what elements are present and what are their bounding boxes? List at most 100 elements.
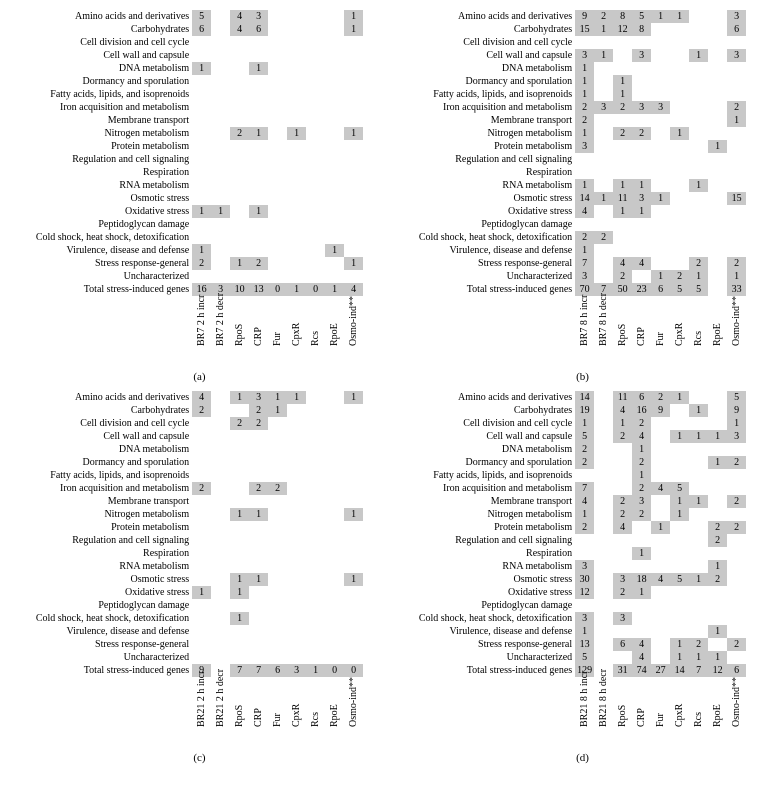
cell: 1 bbox=[249, 127, 268, 140]
column-label: CRP bbox=[249, 677, 268, 750]
cell bbox=[632, 231, 651, 244]
cell: 2 bbox=[230, 417, 249, 430]
cell: 2 bbox=[575, 231, 594, 244]
cell bbox=[287, 192, 306, 205]
cell: 3 bbox=[613, 573, 632, 586]
cell bbox=[268, 534, 287, 547]
cell bbox=[211, 586, 230, 599]
cell: 1 bbox=[344, 508, 363, 521]
row-label: Respiration bbox=[419, 547, 575, 560]
cell bbox=[306, 49, 325, 62]
cell bbox=[192, 521, 211, 534]
cell bbox=[306, 560, 325, 573]
cell bbox=[268, 231, 287, 244]
heatmap-table: Amino acids and derivatives14116215Carbo… bbox=[419, 391, 746, 750]
cell: 1 bbox=[192, 62, 211, 75]
cell bbox=[632, 88, 651, 101]
cell bbox=[249, 638, 268, 651]
cell: 2 bbox=[575, 101, 594, 114]
cell: 3 bbox=[575, 560, 594, 573]
cell: 1 bbox=[249, 573, 268, 586]
cell bbox=[689, 560, 708, 573]
cell bbox=[632, 153, 651, 166]
cell bbox=[670, 218, 689, 231]
cell bbox=[268, 101, 287, 114]
cell bbox=[594, 521, 613, 534]
cell: 1 bbox=[575, 625, 594, 638]
cell: 6 bbox=[632, 391, 651, 404]
cell bbox=[344, 218, 363, 231]
cell bbox=[306, 508, 325, 521]
cell bbox=[287, 534, 306, 547]
cell bbox=[192, 101, 211, 114]
cell: 2 bbox=[632, 127, 651, 140]
cell bbox=[230, 244, 249, 257]
cell bbox=[268, 560, 287, 573]
cell bbox=[192, 114, 211, 127]
cell bbox=[689, 417, 708, 430]
cell bbox=[344, 88, 363, 101]
cell bbox=[325, 443, 344, 456]
cell bbox=[708, 244, 727, 257]
cell: 2 bbox=[613, 586, 632, 599]
cell: 1 bbox=[325, 283, 344, 296]
cell bbox=[344, 612, 363, 625]
row-label: DNA metabolism bbox=[419, 443, 575, 456]
cell bbox=[594, 599, 613, 612]
row-label: Osmotic stress bbox=[36, 573, 192, 586]
cell: 3 bbox=[613, 612, 632, 625]
cell bbox=[594, 166, 613, 179]
cell bbox=[249, 192, 268, 205]
row-label: Oxidative stress bbox=[36, 586, 192, 599]
cell bbox=[689, 101, 708, 114]
cell bbox=[268, 166, 287, 179]
cell bbox=[325, 430, 344, 443]
cell bbox=[594, 417, 613, 430]
row-label: Peptidoglycan damage bbox=[419, 599, 575, 612]
row-label: Regulation and cell signaling bbox=[419, 534, 575, 547]
cell: 5 bbox=[575, 430, 594, 443]
cell bbox=[230, 443, 249, 456]
cell bbox=[230, 101, 249, 114]
cell bbox=[594, 547, 613, 560]
cell bbox=[230, 140, 249, 153]
cell bbox=[192, 179, 211, 192]
row-label: Virulence, disease and defense bbox=[36, 244, 192, 257]
cell: 1 bbox=[670, 638, 689, 651]
cell: 5 bbox=[670, 283, 689, 296]
cell bbox=[613, 244, 632, 257]
cell: 2 bbox=[249, 417, 268, 430]
cell: 7 bbox=[230, 664, 249, 677]
cell bbox=[594, 651, 613, 664]
cell bbox=[651, 469, 670, 482]
cell bbox=[230, 469, 249, 482]
cell bbox=[344, 75, 363, 88]
cell bbox=[689, 456, 708, 469]
cell bbox=[708, 62, 727, 75]
row-label: Virulence, disease and defense bbox=[419, 625, 575, 638]
cell bbox=[306, 586, 325, 599]
cell bbox=[708, 114, 727, 127]
cell: 31 bbox=[613, 664, 632, 677]
cell bbox=[689, 231, 708, 244]
row-label: Carbohydrates bbox=[419, 23, 575, 36]
cell: 5 bbox=[192, 10, 211, 23]
cell bbox=[287, 638, 306, 651]
cell bbox=[670, 49, 689, 62]
cell: 2 bbox=[192, 482, 211, 495]
heatmap-table: Amino acids and derivatives9285113Carboh… bbox=[419, 10, 746, 369]
column-label: RpoE bbox=[325, 677, 344, 750]
cell bbox=[325, 153, 344, 166]
row-label: DNA metabolism bbox=[419, 62, 575, 75]
cell: 1 bbox=[689, 651, 708, 664]
cell: 1 bbox=[230, 257, 249, 270]
cell bbox=[344, 560, 363, 573]
cell bbox=[249, 140, 268, 153]
cell bbox=[287, 430, 306, 443]
row-label: RNA metabolism bbox=[419, 179, 575, 192]
cell bbox=[670, 456, 689, 469]
cell: 9 bbox=[575, 10, 594, 23]
cell: 1 bbox=[575, 88, 594, 101]
cell bbox=[727, 586, 746, 599]
cell bbox=[670, 114, 689, 127]
